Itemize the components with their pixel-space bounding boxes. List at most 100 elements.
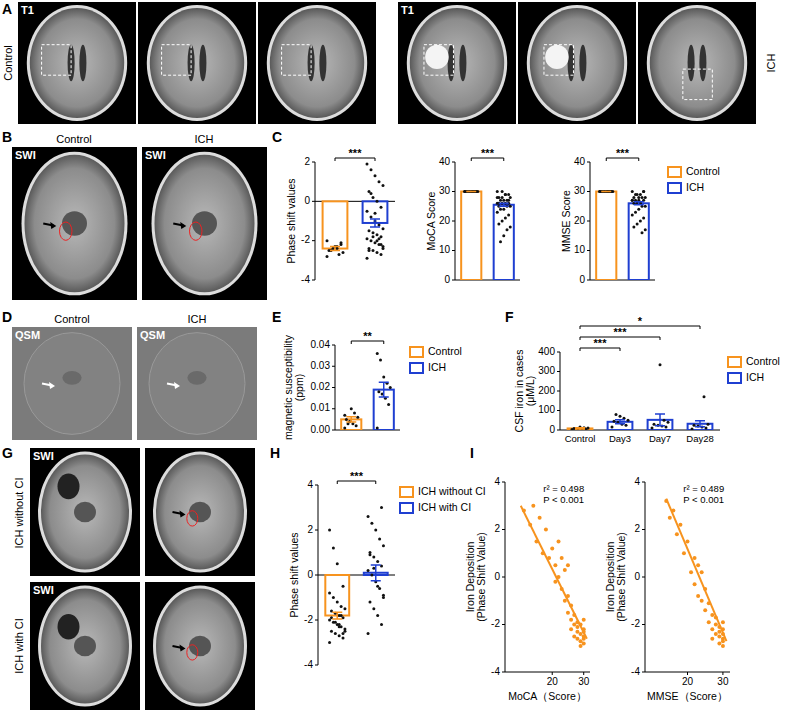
- brain: [149, 333, 245, 435]
- y-tick: [502, 577, 505, 578]
- data-point: [499, 208, 502, 211]
- error-bar: [601, 191, 611, 193]
- data-point: [631, 199, 634, 202]
- y-tick-label: 0.02: [311, 381, 331, 392]
- data-point: [686, 539, 690, 543]
- y-axis-label: (ppm): [293, 374, 305, 401]
- x-tick-label: 20: [682, 676, 694, 687]
- y-tick: [642, 672, 645, 673]
- data-point: [675, 532, 679, 536]
- lesion: [425, 45, 449, 69]
- x-tick: [583, 672, 584, 675]
- data-point: [368, 553, 371, 556]
- data-point: [376, 352, 379, 355]
- data-point: [366, 257, 369, 260]
- data-point: [389, 386, 392, 389]
- mri-image: [30, 582, 140, 710]
- y-tick-label: 0.04: [311, 339, 331, 350]
- group-label: ICH: [765, 53, 777, 72]
- data-point: [696, 594, 700, 598]
- data-area: [341, 352, 394, 430]
- image-background: [30, 448, 140, 576]
- y-tick-label: 0: [549, 424, 555, 435]
- annotation: r² = 0.489: [683, 483, 724, 494]
- roi-outline: [190, 222, 203, 240]
- data-point: [619, 415, 622, 418]
- data-point: [366, 210, 369, 213]
- mri-image: [30, 448, 140, 576]
- y-tick: [452, 191, 455, 192]
- ventricle: [699, 45, 706, 82]
- data-point: [644, 205, 647, 208]
- data-point: [642, 190, 645, 193]
- image-label: QSM: [140, 329, 165, 341]
- brain: [150, 8, 244, 118]
- data-point: [689, 570, 693, 574]
- image-background: [12, 147, 137, 300]
- data-point: [350, 407, 353, 410]
- annotation: r² = 0.498: [543, 483, 584, 494]
- data-point: [531, 504, 535, 508]
- data-point: [382, 247, 385, 250]
- error-bar: [379, 382, 389, 397]
- error-bar: [615, 420, 625, 424]
- roi-box: [162, 45, 192, 75]
- data-point: [342, 632, 345, 635]
- y-tick: [557, 371, 560, 372]
- data-point: [330, 630, 333, 633]
- y-tick-label: 100: [538, 404, 555, 415]
- bar: [323, 201, 348, 248]
- brain: [155, 155, 255, 293]
- data-point: [372, 607, 375, 610]
- brain: [41, 588, 129, 703]
- data-point: [639, 193, 642, 196]
- bar-chart: 010203040MMSE Score***ControlICH: [560, 147, 720, 285]
- y-tick-label: -2: [631, 618, 640, 629]
- data-point: [326, 239, 329, 242]
- data-point: [507, 199, 510, 202]
- data-point: [376, 233, 379, 236]
- data-point: [502, 199, 505, 202]
- data-point: [707, 620, 711, 624]
- data-point: [370, 574, 373, 577]
- data-point: [563, 568, 567, 572]
- data-point: [615, 413, 618, 416]
- image-background: [142, 147, 267, 300]
- mri-image: [638, 2, 756, 124]
- y-tick-label: 0.01: [311, 402, 331, 413]
- data-point: [380, 623, 383, 626]
- y-tick-label: 4: [307, 479, 313, 490]
- legend-label: ICH with CI: [418, 501, 471, 513]
- data-point: [382, 184, 385, 187]
- mri-image: [145, 582, 255, 710]
- arrow-head: [50, 222, 56, 229]
- y-tick: [312, 162, 315, 163]
- data-point: [579, 644, 583, 648]
- midbrain: [189, 636, 211, 656]
- y-tick: [452, 250, 455, 251]
- y-tick: [315, 530, 318, 531]
- mri-image: [137, 327, 257, 440]
- lesion: [545, 45, 569, 69]
- mri-image: [12, 327, 132, 440]
- data-point: [710, 637, 714, 641]
- data-point: [367, 569, 370, 572]
- data-point: [463, 190, 466, 193]
- brain: [25, 155, 125, 293]
- data-point: [693, 556, 697, 560]
- error-bar: [499, 203, 509, 206]
- panel-label: F: [505, 309, 514, 325]
- data-point: [374, 529, 377, 532]
- y-tick: [587, 221, 590, 222]
- mri-image: [145, 448, 255, 576]
- data-point: [378, 223, 381, 226]
- y-tick: [587, 250, 590, 251]
- y-tick-label: 4: [634, 476, 640, 487]
- group-label: ICH with CI: [13, 618, 25, 674]
- data-point: [342, 637, 345, 640]
- data-point: [374, 174, 377, 177]
- data-point: [566, 611, 570, 615]
- data-point: [575, 630, 579, 634]
- image-background: [137, 327, 257, 440]
- legend-label: Control: [746, 355, 780, 367]
